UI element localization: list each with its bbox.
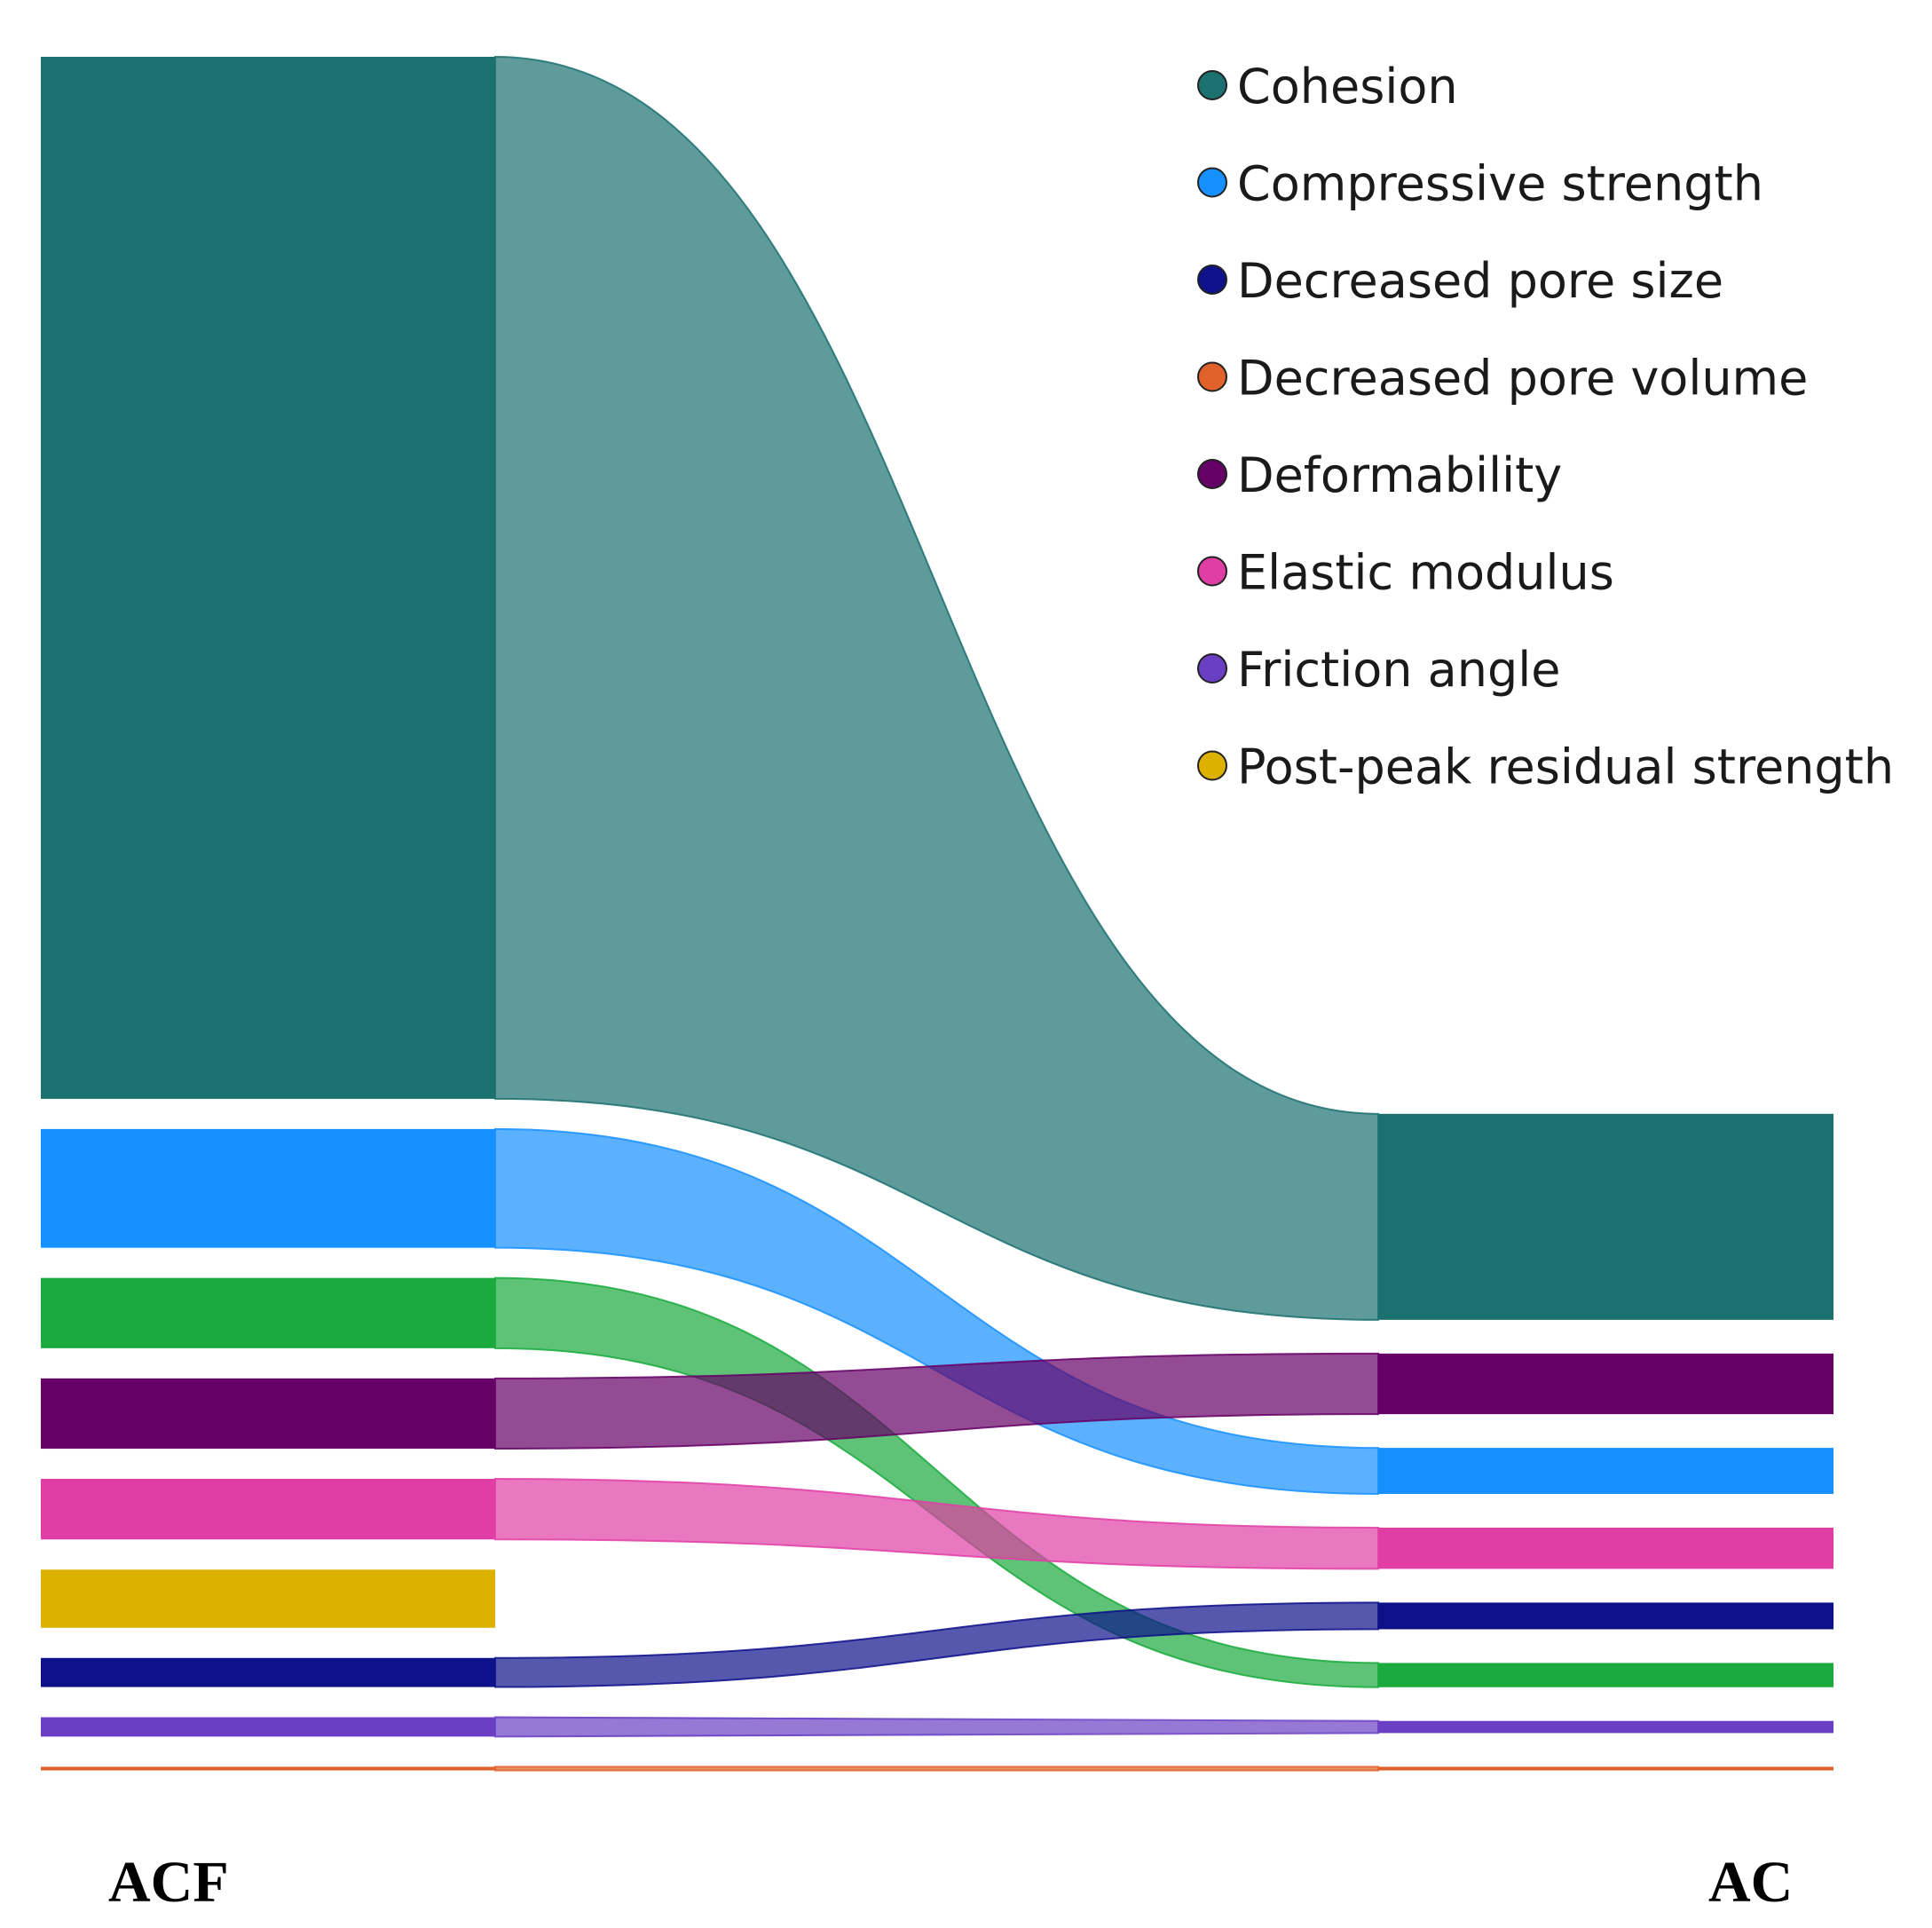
legend-marker-decreased-pore-size	[1197, 265, 1227, 295]
node-left-cohesion	[41, 57, 495, 1099]
node-right-elastic-modulus	[1378, 1527, 1833, 1569]
legend-marker-deformability	[1197, 459, 1227, 489]
legend-marker-decreased-pore-volume	[1197, 361, 1227, 392]
node-right-cohesion	[1378, 1113, 1833, 1320]
legend-marker-compressive-strength	[1197, 167, 1227, 198]
legend-marker-cohesion	[1197, 70, 1227, 100]
legend-label-elastic-modulus: Elastic modulus	[1237, 545, 1614, 601]
node-left-friction-angle	[41, 1717, 495, 1737]
node-right-green-series	[1378, 1663, 1833, 1687]
legend-label-cohesion: Cohesion	[1237, 59, 1458, 115]
legend-marker-post-peak-residual-strength	[1197, 750, 1227, 781]
legend: Cohesion Compressive strength Decreased po…	[1197, 59, 1894, 795]
legend-marker-friction-angle	[1197, 653, 1227, 683]
node-right-compressive-strength	[1378, 1448, 1833, 1494]
node-left-green-series	[41, 1277, 495, 1348]
legend-marker-elastic-modulus	[1197, 556, 1227, 587]
legend-label-friction-angle: Friction angle	[1237, 642, 1560, 698]
flow-decreased-pore-volume	[494, 1766, 1379, 1772]
legend-label-decreased-pore-volume: Decreased pore volume	[1237, 351, 1808, 407]
node-right-decreased-pore-volume	[1378, 1766, 1833, 1771]
node-left-decreased-pore-volume	[41, 1766, 495, 1771]
node-left-post-peak-residual-strength	[41, 1569, 495, 1628]
node-left-elastic-modulus	[41, 1479, 495, 1540]
node-left-decreased-pore-size	[41, 1657, 495, 1687]
right-axis-label: AC	[1708, 1850, 1793, 1915]
legend-label-decreased-pore-size: Decreased pore size	[1237, 253, 1723, 309]
flow-friction-angle	[494, 1716, 1379, 1738]
node-right-friction-angle	[1378, 1720, 1833, 1734]
flow-deformability	[494, 1352, 1379, 1450]
right-nodes	[1378, 1113, 1833, 1771]
node-right-deformability	[1378, 1353, 1833, 1415]
node-left-deformability	[41, 1378, 495, 1450]
legend-label-post-peak-residual-strength: Post-peak residual strength	[1237, 739, 1894, 795]
left-axis-label: ACF	[108, 1850, 229, 1915]
legend-label-compressive-strength: Compressive strength	[1237, 156, 1763, 212]
flow-cohesion	[494, 55, 1379, 1321]
node-left-compressive-strength	[41, 1128, 495, 1248]
flow-links	[494, 55, 1379, 1772]
legend-label-deformability: Deformability	[1237, 447, 1562, 503]
left-nodes	[41, 57, 495, 1771]
node-right-decreased-pore-size	[1378, 1602, 1833, 1630]
